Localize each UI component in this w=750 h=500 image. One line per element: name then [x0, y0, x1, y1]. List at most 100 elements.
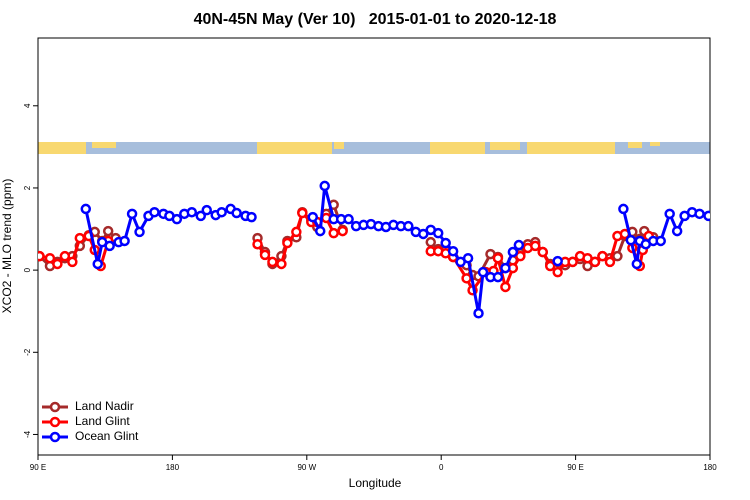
data-point	[102, 225, 114, 237]
data-point	[216, 206, 227, 218]
y-axis-label: XCO2 - MLO trend (ppm)	[0, 179, 14, 314]
data-point	[44, 252, 56, 264]
data-point	[259, 249, 271, 261]
y-tick-label: 0	[23, 267, 32, 272]
data-point	[418, 228, 429, 240]
land-band	[257, 142, 332, 154]
data-point	[655, 235, 666, 247]
data-point	[337, 225, 348, 237]
legend-label: Land Glint	[75, 414, 130, 428]
data-point	[67, 256, 78, 268]
plot-frame	[37, 37, 711, 456]
data-point	[403, 220, 414, 232]
data-point	[134, 226, 145, 238]
land-band	[430, 142, 485, 154]
data-point	[80, 203, 92, 215]
data-point	[307, 211, 319, 223]
data-point	[530, 240, 541, 252]
data-point	[507, 246, 519, 258]
data-point	[186, 206, 198, 218]
x-tick-label: 90 W	[297, 463, 316, 472]
data-point	[671, 225, 683, 237]
y-tick-label: 2	[23, 185, 32, 190]
data-point	[589, 256, 601, 268]
legend-label: Ocean Glint	[75, 429, 139, 443]
data-point	[201, 204, 212, 216]
data-point	[119, 235, 130, 247]
data-point	[425, 236, 436, 248]
x-axis-label: Longitude	[349, 476, 402, 490]
legend-marker	[49, 401, 61, 413]
y-tick-label: -2	[23, 348, 32, 356]
x-tick-label: 180	[166, 463, 180, 472]
data-point	[291, 226, 302, 238]
data-point	[432, 227, 444, 239]
legend-label: Land Nadir	[75, 399, 134, 413]
data-point	[500, 281, 511, 293]
data-point	[597, 250, 608, 262]
data-point	[552, 266, 563, 278]
data-point	[59, 250, 71, 262]
x-tick-label: 0	[439, 463, 444, 472]
x-tick-label: 180	[703, 463, 717, 472]
data-point	[625, 234, 637, 246]
x-tick-label: 90 E	[567, 463, 583, 472]
data-point	[343, 213, 354, 225]
data-point	[126, 208, 138, 220]
land-band	[92, 142, 116, 148]
data-point	[276, 258, 287, 270]
data-point	[492, 252, 504, 264]
data-point	[604, 256, 616, 268]
data-point	[515, 250, 526, 262]
data-point	[297, 207, 308, 219]
data-point	[314, 225, 326, 237]
data-point	[552, 255, 563, 267]
x-tick-label: 90 E	[30, 463, 46, 472]
data-point	[195, 210, 207, 222]
data-point	[664, 208, 675, 220]
land-ocean-strip	[38, 142, 710, 154]
data-point	[567, 256, 578, 268]
land-band	[628, 142, 642, 148]
data-point	[252, 238, 263, 250]
data-point	[461, 273, 472, 284]
data-point	[473, 308, 484, 319]
data-point	[328, 227, 339, 239]
data-point	[492, 271, 504, 283]
data-point	[92, 258, 103, 270]
data-point	[544, 260, 556, 272]
y-tick-label: -4	[23, 430, 32, 438]
data-point	[171, 213, 183, 225]
data-point	[149, 206, 160, 218]
data-point	[319, 180, 330, 192]
data-point	[462, 252, 474, 264]
land-band	[38, 142, 86, 154]
data-point	[440, 237, 451, 249]
data-point	[513, 239, 525, 251]
data-point	[618, 203, 629, 215]
legend-marker	[49, 431, 61, 443]
data-point	[500, 262, 511, 274]
data-point	[694, 208, 705, 220]
legend-marker	[49, 416, 61, 428]
land-band	[490, 142, 520, 150]
land-band	[650, 142, 660, 146]
data-point	[104, 240, 115, 252]
data-point	[537, 246, 548, 258]
data-point	[703, 210, 710, 222]
y-tick-label: 4	[23, 103, 32, 108]
data-point	[282, 237, 293, 249]
data-point	[612, 250, 623, 262]
data-point	[631, 258, 643, 270]
data-point	[477, 266, 489, 278]
land-band	[527, 142, 615, 154]
chart-title: 40N-45N May (Ver 10) 2015-01-01 to 2020-…	[194, 11, 557, 28]
data-point	[74, 232, 86, 244]
data-point	[447, 245, 459, 257]
plot-area	[38, 180, 710, 319]
data-point	[52, 258, 63, 270]
data-point	[267, 256, 278, 268]
